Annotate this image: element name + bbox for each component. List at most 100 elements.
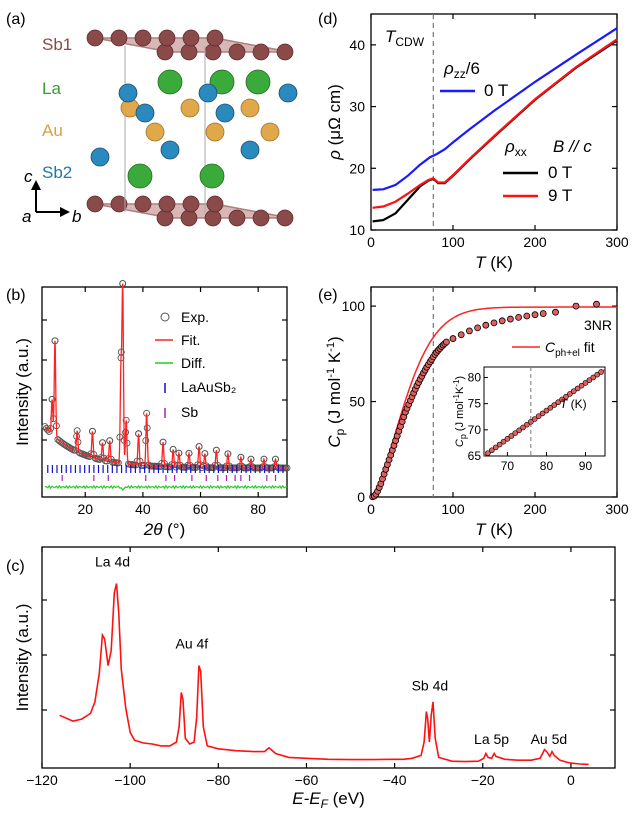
au-atom — [260, 122, 280, 142]
inset-y-tick-label: 80 — [468, 370, 482, 384]
la-atom — [209, 69, 235, 95]
label-au: Au — [42, 121, 63, 140]
x-tick-label: 200 — [523, 501, 547, 517]
axis-b-label: b — [72, 207, 81, 226]
nr-label: 3NR — [584, 317, 612, 333]
inset-data-point — [559, 396, 565, 403]
sb2-atom — [240, 140, 260, 160]
au-atom — [180, 98, 200, 118]
legend-9t-label: 9 T — [548, 186, 572, 205]
axis-c-label: c — [24, 167, 33, 186]
inset-data-point — [547, 405, 554, 411]
sb1-atom — [180, 209, 198, 227]
inset-data-point — [574, 385, 581, 392]
plot-frame — [370, 286, 618, 498]
inset-data-point — [594, 371, 600, 378]
au-atom — [240, 98, 260, 118]
y-tick-label: 0 — [357, 489, 365, 505]
la-atom — [199, 163, 225, 189]
sb2-atom — [118, 83, 138, 103]
peak-annotation: Sb 4d — [412, 678, 449, 694]
inset-data-point — [586, 377, 593, 383]
sb1-atom — [276, 43, 294, 61]
au-atom — [145, 122, 165, 142]
y-tick-label: 50 — [349, 394, 365, 410]
plot-frame — [41, 286, 288, 498]
panel-label-d: (d) — [318, 11, 338, 28]
data-point — [531, 311, 539, 319]
panel-label-c: (c) — [6, 558, 25, 575]
inset-data-point — [485, 450, 491, 456]
peak-annotation: Au 5d — [531, 731, 568, 747]
data-point — [457, 331, 465, 339]
inset-data-point — [531, 416, 538, 422]
inset-data-point — [504, 436, 511, 442]
x-tick-label: 40 — [135, 501, 151, 517]
inset-data-point — [528, 419, 534, 425]
data-point — [474, 324, 482, 332]
label-sb1: Sb1 — [42, 35, 72, 54]
sb1-atom — [228, 43, 246, 61]
inset-data-point — [496, 441, 503, 448]
sb2-atom — [278, 83, 298, 103]
sb1-atom — [134, 29, 152, 47]
label-la: La — [42, 79, 61, 98]
y-axis-label: ρ (μΩ cm) — [325, 84, 344, 161]
inset-data-point — [578, 382, 585, 389]
au-atom — [205, 122, 225, 142]
x-tick-label: 100 — [441, 501, 465, 517]
y-tick-label: 100 — [342, 298, 366, 314]
inset-x-tick-label: 70 — [501, 459, 515, 473]
inset-data-point — [567, 391, 573, 397]
chart-xps: −120 −100 −80 −60 −40 −20 0 La 4d Au 4f Sb 4d La 5… — [13, 546, 616, 811]
sb1-atom — [182, 195, 200, 213]
legend-fit-label: Fit. — [181, 332, 200, 348]
la-atom — [157, 69, 183, 95]
x-tick-label: −20 — [471, 772, 495, 788]
series-1 — [372, 39, 618, 223]
data-point — [465, 327, 473, 335]
sb1-atom — [134, 195, 152, 213]
tcdw-label: TCDW — [385, 27, 425, 49]
rhozz-label: ρzz/6 — [443, 59, 480, 81]
sb1-atom — [158, 195, 176, 213]
inset-data-point — [543, 407, 550, 414]
sb2-atom — [215, 103, 235, 123]
y-tick-label: 30 — [349, 99, 365, 115]
legend-0t-label: 0 T — [548, 163, 572, 182]
inset-data-point — [512, 430, 519, 436]
y-tick-label: 10 — [349, 222, 365, 238]
x-tick-label: 0 — [567, 772, 575, 788]
sb1-atom — [110, 29, 128, 47]
data-point — [552, 308, 559, 316]
legend-exp-marker — [160, 312, 170, 322]
diff-line — [44, 484, 288, 491]
panel-label-e: (e) — [318, 287, 338, 304]
axis-triad: c a b — [22, 167, 81, 226]
x-axis-label: T (K) — [475, 520, 513, 539]
x-tick-label: 100 — [441, 234, 465, 250]
x-tick-label: 20 — [77, 501, 93, 517]
legend-diff-label: Diff. — [181, 355, 206, 371]
data-point — [506, 315, 514, 323]
peak-annotation: La 4d — [95, 553, 130, 569]
field-label: B // c — [553, 137, 592, 156]
y-tick-label: 40 — [349, 37, 365, 53]
x-tick-label: −40 — [383, 772, 407, 788]
inset-x-tick-label: 90 — [579, 459, 593, 473]
data-point — [539, 310, 547, 317]
legend-exp-label: Exp. — [181, 309, 209, 325]
plot-frame — [370, 13, 618, 231]
data-point — [593, 300, 600, 308]
sb1-atom — [252, 43, 270, 61]
x-tick-label: −60 — [295, 772, 319, 788]
panel-label-b: (b) — [6, 287, 26, 304]
axis-a-label: a — [22, 207, 31, 226]
sb1-atom — [204, 209, 222, 227]
sb2-atom — [160, 140, 180, 160]
inset-data-point — [535, 413, 542, 420]
x-axis-label: E-EF (eV) — [292, 789, 365, 811]
data-point — [515, 313, 522, 321]
sb1-atom — [156, 209, 174, 227]
